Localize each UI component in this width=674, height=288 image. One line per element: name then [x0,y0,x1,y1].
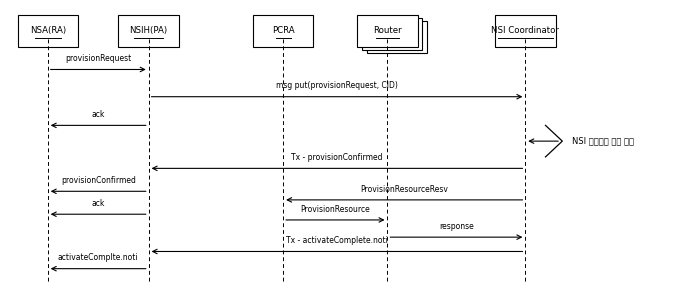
Text: NSIH(PA): NSIH(PA) [129,26,168,35]
Text: ProvisionResource: ProvisionResource [301,205,370,214]
Bar [119,15,179,47]
Polygon shape [362,18,423,50]
Text: ProvisionResourceResv: ProvisionResourceResv [361,185,448,194]
Text: NSA(RA): NSA(RA) [30,26,66,35]
Text: provisionRequest: provisionRequest [65,54,131,63]
Text: provisionConfirmed: provisionConfirmed [61,176,135,185]
Text: activateComplte.noti: activateComplte.noti [58,253,139,262]
Text: Tx - provisionConfirmed: Tx - provisionConfirmed [291,153,383,162]
Polygon shape [367,21,427,53]
Text: response: response [439,222,474,231]
Text: NSI Coordinator: NSI Coordinator [491,26,559,35]
Text: NSI 레벨에서 자원 활성: NSI 레벨에서 자원 활성 [572,137,634,146]
Polygon shape [357,15,418,47]
Text: Router: Router [373,26,402,35]
Text: ack: ack [92,110,105,119]
Text: ack: ack [92,199,105,208]
Bar [495,15,555,47]
Text: PCRA: PCRA [272,26,295,35]
Bar [253,15,313,47]
Bar [18,15,78,47]
Text: Tx - activateComplete.noti: Tx - activateComplete.noti [286,236,388,245]
Text: msg put(provisionRequest, CID): msg put(provisionRequest, CID) [276,82,398,90]
